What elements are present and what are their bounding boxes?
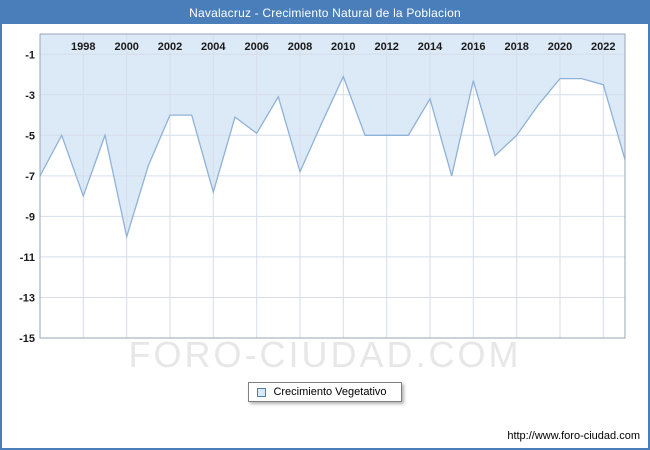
legend-box: Crecimiento Vegetativo [248, 382, 402, 402]
legend-label: Crecimiento Vegetativo [273, 386, 387, 398]
svg-text:-13: -13 [19, 293, 35, 305]
svg-text:2022: 2022 [591, 41, 615, 53]
svg-text:2002: 2002 [158, 41, 182, 53]
svg-text:2004: 2004 [201, 41, 226, 53]
data-line [39, 74, 626, 240]
svg-text:2012: 2012 [374, 41, 398, 53]
svg-text:-11: -11 [20, 252, 35, 264]
svg-text:2018: 2018 [504, 41, 528, 53]
chart-title: Navalacruz - Crecimiento Natural de la P… [2, 2, 648, 24]
svg-text:2020: 2020 [548, 41, 572, 53]
svg-text:-1: -1 [25, 49, 35, 61]
svg-text:-7: -7 [25, 171, 35, 183]
legend-marker-icon [257, 387, 267, 397]
svg-text:2010: 2010 [331, 41, 355, 53]
svg-text:2014: 2014 [418, 41, 443, 53]
axis-labels: 1998 2000 2002 2004 2006 2008 2010 2012 2014 2016… [19, 41, 615, 345]
svg-text:-5: -5 [25, 130, 35, 142]
legend: Crecimiento Vegetativo [2, 382, 648, 402]
chart-area: 1998 2000 2002 2004 2006 2008 2010 2012 2014 2016… [2, 24, 648, 375]
svg-text:-3: -3 [25, 90, 35, 102]
svg-text:1998: 1998 [71, 41, 95, 53]
site-url: http://www.foro-ciudad.com [507, 430, 640, 442]
area-fill [40, 34, 625, 237]
svg-text:-15: -15 [19, 333, 35, 345]
chart-canvas: 1998 2000 2002 2004 2006 2008 2010 2012 2014 2016… [19, 33, 626, 345]
plot-border [39, 33, 626, 339]
svg-text:2008: 2008 [288, 41, 312, 53]
svg-text:2006: 2006 [244, 41, 268, 53]
svg-text:2000: 2000 [114, 41, 138, 53]
svg-text:-9: -9 [25, 211, 35, 223]
svg-text:2016: 2016 [461, 41, 485, 53]
